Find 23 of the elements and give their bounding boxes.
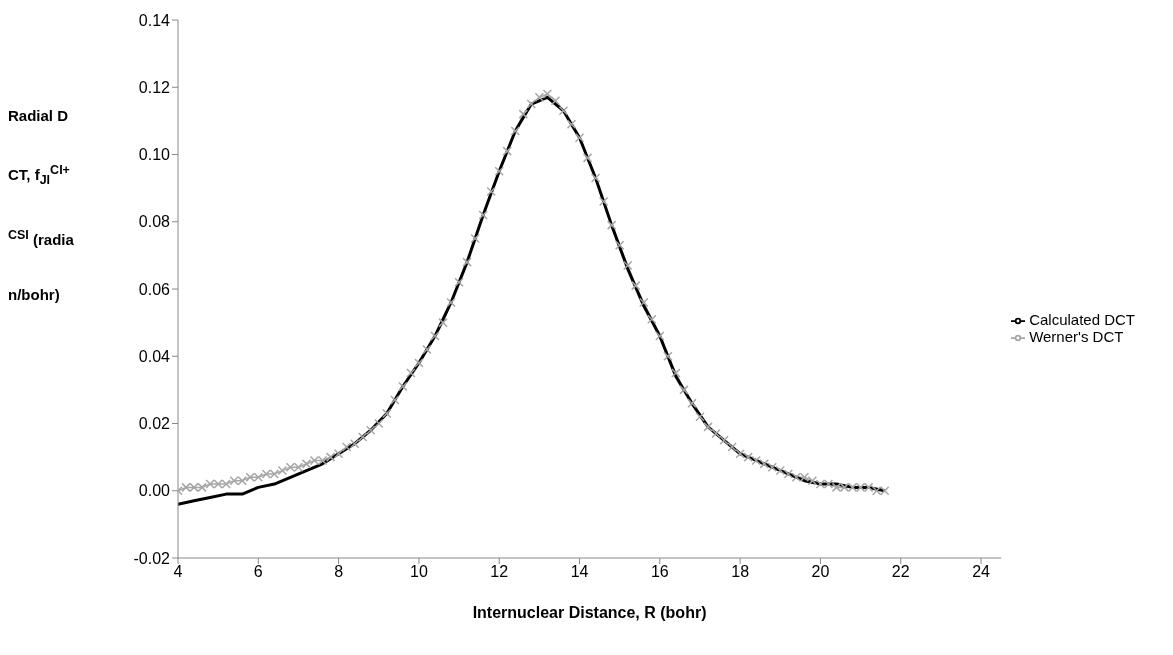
- y-tick-label: 0.10: [138, 146, 171, 164]
- y-tick-label: 0.08: [138, 213, 171, 231]
- x-tick-label: 14: [570, 563, 589, 581]
- x-axis-title: Internuclear Distance, R (bohr): [472, 604, 707, 621]
- legend-label: Werner's DCT: [1029, 328, 1124, 345]
- x-tick-label: 18: [731, 563, 750, 581]
- x-tick-label: 4: [173, 563, 183, 581]
- x-tick-label: 20: [811, 563, 830, 581]
- y-tick-label: -0.02: [133, 549, 171, 567]
- y-tick-label: 0.04: [138, 347, 171, 365]
- y-tick-label: 0.00: [138, 482, 171, 500]
- x-tick-label: 12: [490, 563, 509, 581]
- y-tick-label: 0.12: [138, 78, 171, 96]
- y-tick-label: 0.02: [138, 415, 171, 433]
- x-tick-label: 24: [972, 563, 991, 581]
- y-tick-label: 0.14: [138, 11, 171, 29]
- x-tick-label: 8: [334, 563, 344, 581]
- y-tick-label: 0.06: [138, 280, 171, 298]
- legend-label: Calculated DCT: [1029, 310, 1135, 328]
- x-tick-label: 6: [253, 563, 263, 581]
- x-tick-label: 16: [650, 563, 669, 581]
- x-tick-label: 22: [891, 563, 910, 581]
- x-tick-label: 10: [410, 563, 428, 581]
